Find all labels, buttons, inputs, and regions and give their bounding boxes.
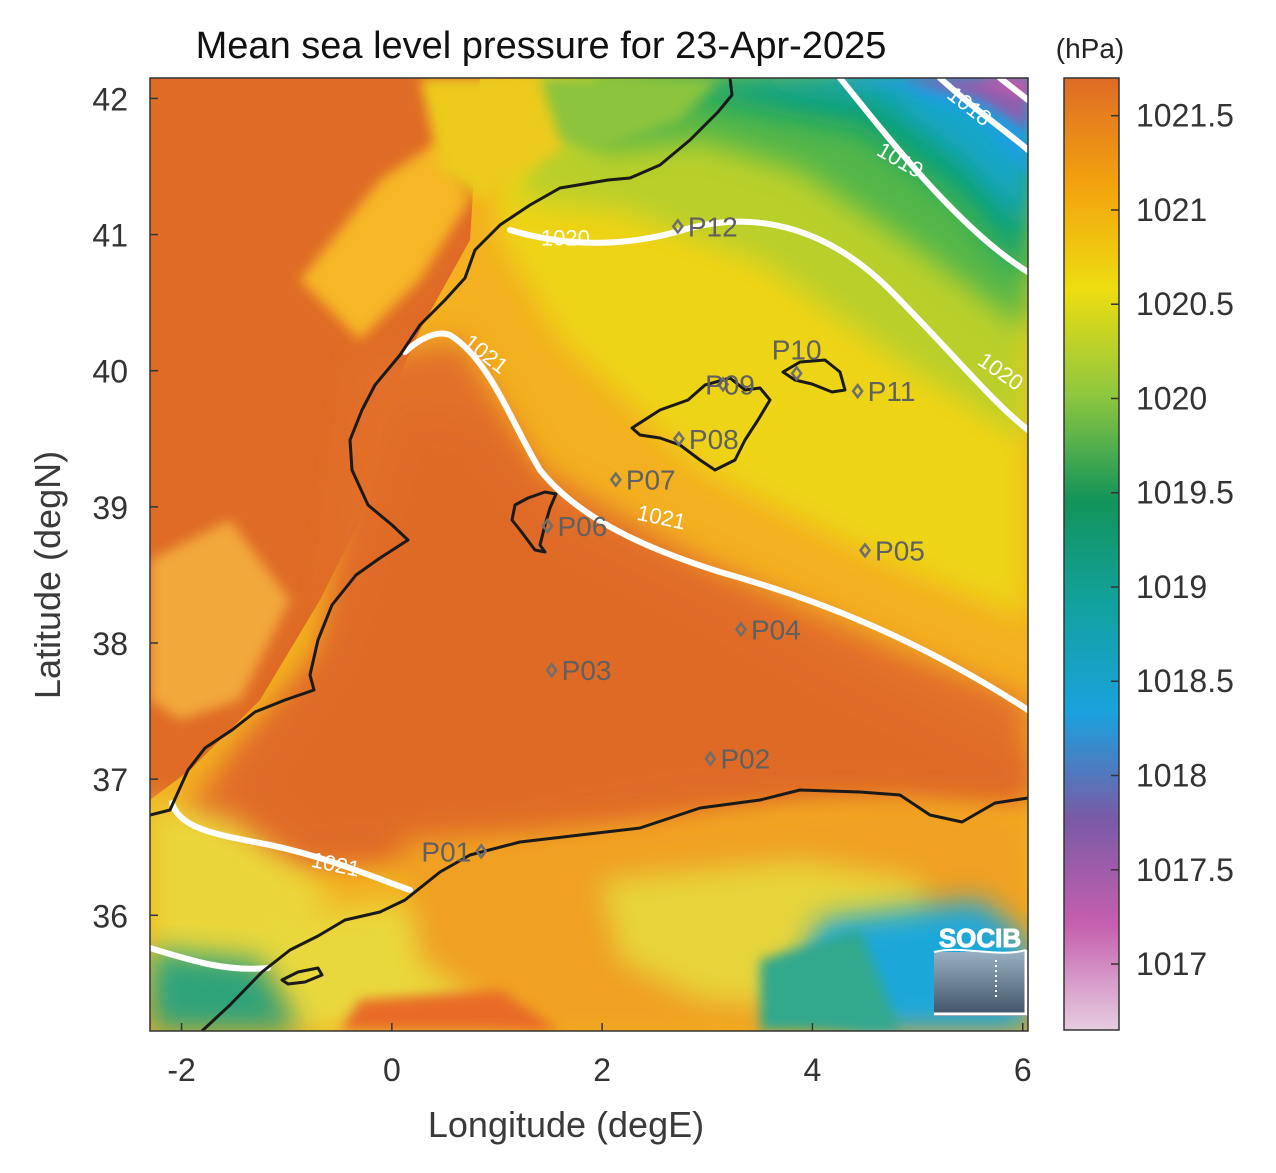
colorbar-tick-label: 1021.5 xyxy=(1136,98,1234,134)
station-marker xyxy=(475,843,488,860)
x-tick-label: -2 xyxy=(167,1052,195,1088)
station-label: P01 xyxy=(421,836,471,867)
socib-logo: SOCIB xyxy=(933,923,1028,1016)
menorca-coastline xyxy=(781,358,847,394)
isobar-1021-line xyxy=(402,330,1028,713)
y-tick-label: 40 xyxy=(92,354,128,390)
station-marker xyxy=(790,365,803,382)
chart-title: Mean sea level pressure for 23-Apr-2025 xyxy=(196,25,887,67)
y-axis-label: Latitude (degN) xyxy=(27,451,68,699)
colorbar-tick-label: 1021 xyxy=(1136,192,1207,228)
station-marker xyxy=(609,471,622,488)
station-marker xyxy=(717,376,730,393)
iberian-coastline xyxy=(150,78,734,817)
y-tick-label: 36 xyxy=(92,898,128,934)
station-marker xyxy=(672,430,685,447)
colorbar-tick-label: 1019 xyxy=(1136,569,1207,605)
station-label: P04 xyxy=(751,614,801,645)
x-axis-ticks: -2 0 2 4 6 xyxy=(167,1023,1032,1088)
station-label: P07 xyxy=(626,465,676,496)
ibiza-coastline xyxy=(510,490,558,554)
colorbar-bar xyxy=(1063,77,1120,1031)
station-marker xyxy=(858,542,872,559)
socib-logo-text: SOCIB xyxy=(939,923,1021,953)
isobar-1020-line xyxy=(507,218,1028,433)
station-marker xyxy=(671,218,684,235)
station-label: P06 xyxy=(557,511,607,542)
isobar-1019-line xyxy=(837,78,1028,275)
colorbar-tick-label: 1020.5 xyxy=(1136,286,1234,322)
y-tick-label: 37 xyxy=(92,762,128,798)
x-axis-label: Longitude (degE) xyxy=(428,1104,704,1145)
station-marker xyxy=(704,750,717,767)
map-frame xyxy=(149,77,1029,1032)
coastlines xyxy=(150,78,1028,1031)
isobars xyxy=(150,78,1028,972)
station-label: P10 xyxy=(772,334,822,365)
isobar-1021-line xyxy=(150,945,271,972)
y-tick-label: 42 xyxy=(92,81,128,117)
north-africa-coastline xyxy=(200,788,1028,1031)
colorbar-ticks: 1017 1017.5 1018 1018.5 1019 1019.5 1020 1020.5… xyxy=(1111,98,1234,982)
station-label: P08 xyxy=(689,424,739,455)
colorbar-unit-label: (hPa) xyxy=(1056,33,1124,64)
colorbar-tick-label: 1017.5 xyxy=(1136,852,1234,888)
x-tick-label: 4 xyxy=(804,1052,822,1088)
pressure-field xyxy=(150,78,1028,1031)
station-label: P11 xyxy=(868,376,916,407)
isobar-1018-line xyxy=(937,78,1028,153)
station-marker xyxy=(851,383,864,400)
x-tick-label: 6 xyxy=(1014,1052,1032,1088)
station-marker xyxy=(545,662,558,679)
colorbar: 1017 1017.5 1018 1018.5 1019 1019.5 1020 1020.5… xyxy=(1056,33,1234,1031)
x-tick-label: 0 xyxy=(383,1052,401,1088)
y-tick-label: 39 xyxy=(92,490,128,526)
y-tick-label: 41 xyxy=(92,218,128,254)
colorbar-tick-label: 1017 xyxy=(1136,946,1207,982)
y-tick-label: 38 xyxy=(92,626,128,662)
station-label: P02 xyxy=(720,744,770,775)
station-label: P12 xyxy=(688,211,738,242)
y-axis-ticks: 36 37 38 39 40 41 42 xyxy=(92,81,158,934)
station-marker xyxy=(734,621,748,638)
station-marker xyxy=(541,517,554,534)
station-label: P03 xyxy=(562,655,612,686)
mallorca-coastline xyxy=(630,376,772,472)
colorbar-tick-label: 1018 xyxy=(1136,758,1207,794)
colorbar-tick-label: 1019.5 xyxy=(1136,475,1234,511)
colorbar-tick-label: 1020 xyxy=(1136,380,1207,416)
x-tick-label: 2 xyxy=(593,1052,611,1088)
isobar-1018-line xyxy=(997,78,1028,103)
colorbar-tick-label: 1018.5 xyxy=(1136,663,1234,699)
station-label: P05 xyxy=(875,535,925,566)
alboran-island-coastline xyxy=(280,966,324,986)
isobar-1021-line xyxy=(169,800,413,893)
isobar-label: 1020 xyxy=(541,225,590,250)
station-markers: P01 P02 P03 P04 P05 P06 P07 P08 P09 P10 P11 P12 xyxy=(421,211,924,867)
station-label: P09 xyxy=(705,369,755,400)
